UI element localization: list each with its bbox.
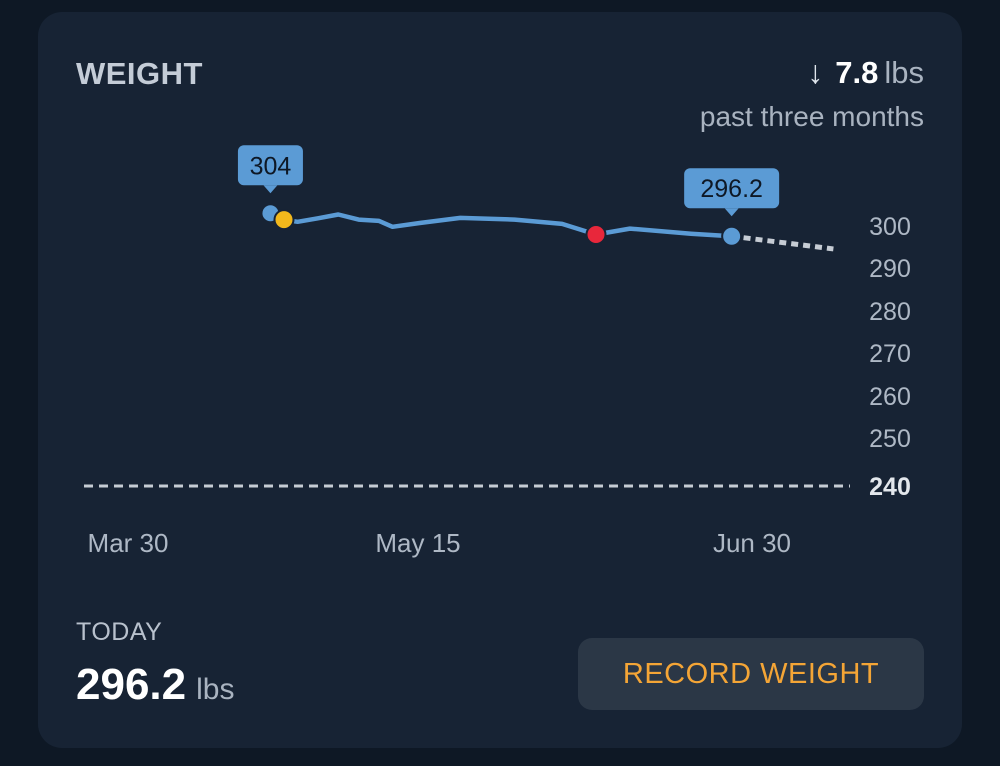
record-weight-button[interactable]: RECORD WEIGHT: [578, 638, 924, 710]
y-tick-label: 260: [869, 383, 911, 411]
callout-box: [237, 145, 303, 186]
target-tick-label: 240: [869, 473, 911, 501]
today-weight-value: 296.2: [76, 660, 187, 709]
callout-pointer: [724, 208, 739, 217]
weight-change-line: ↓ 7.8 lbs: [700, 54, 924, 91]
weight-change-summary: ↓ 7.8 lbs past three months: [700, 54, 924, 133]
data-marker: [585, 224, 607, 245]
today-weight-unit: lbs: [196, 673, 235, 706]
x-tick-label: May 15: [375, 528, 460, 558]
y-tick-label: 280: [869, 298, 911, 326]
weight-change-unit: lbs: [884, 55, 924, 90]
y-tick-label: 270: [869, 340, 911, 368]
today-label: TODAY: [76, 618, 163, 646]
data-callout: 296.2: [684, 168, 780, 217]
data-callout: 304: [237, 145, 303, 194]
weight-change-period: past three months: [699, 101, 924, 132]
x-tick-label: Jun 30: [713, 528, 791, 558]
callout-label: 296.2: [700, 175, 763, 203]
x-tick-label: Mar 30: [88, 528, 169, 558]
weight-series-line: [268, 211, 734, 239]
callout-pointer: [263, 185, 278, 194]
data-marker: [273, 209, 295, 231]
y-tick-label: 250: [869, 425, 911, 453]
weight-card: WEIGHT ↓ 7.8 lbs past three months TODAY 2…: [38, 12, 962, 748]
card-title: WEIGHT: [76, 56, 203, 91]
today-weight: 296.2 lbs: [76, 660, 234, 710]
projection-line: [731, 233, 834, 252]
callout-box: [684, 168, 780, 209]
data-marker: [721, 225, 743, 247]
y-tick-label: 290: [869, 255, 911, 283]
weight-change-value: 7.8: [835, 55, 879, 90]
down-arrow-icon: ↓: [807, 54, 824, 90]
y-tick-label: 300: [869, 213, 911, 241]
callout-label: 304: [250, 152, 292, 180]
